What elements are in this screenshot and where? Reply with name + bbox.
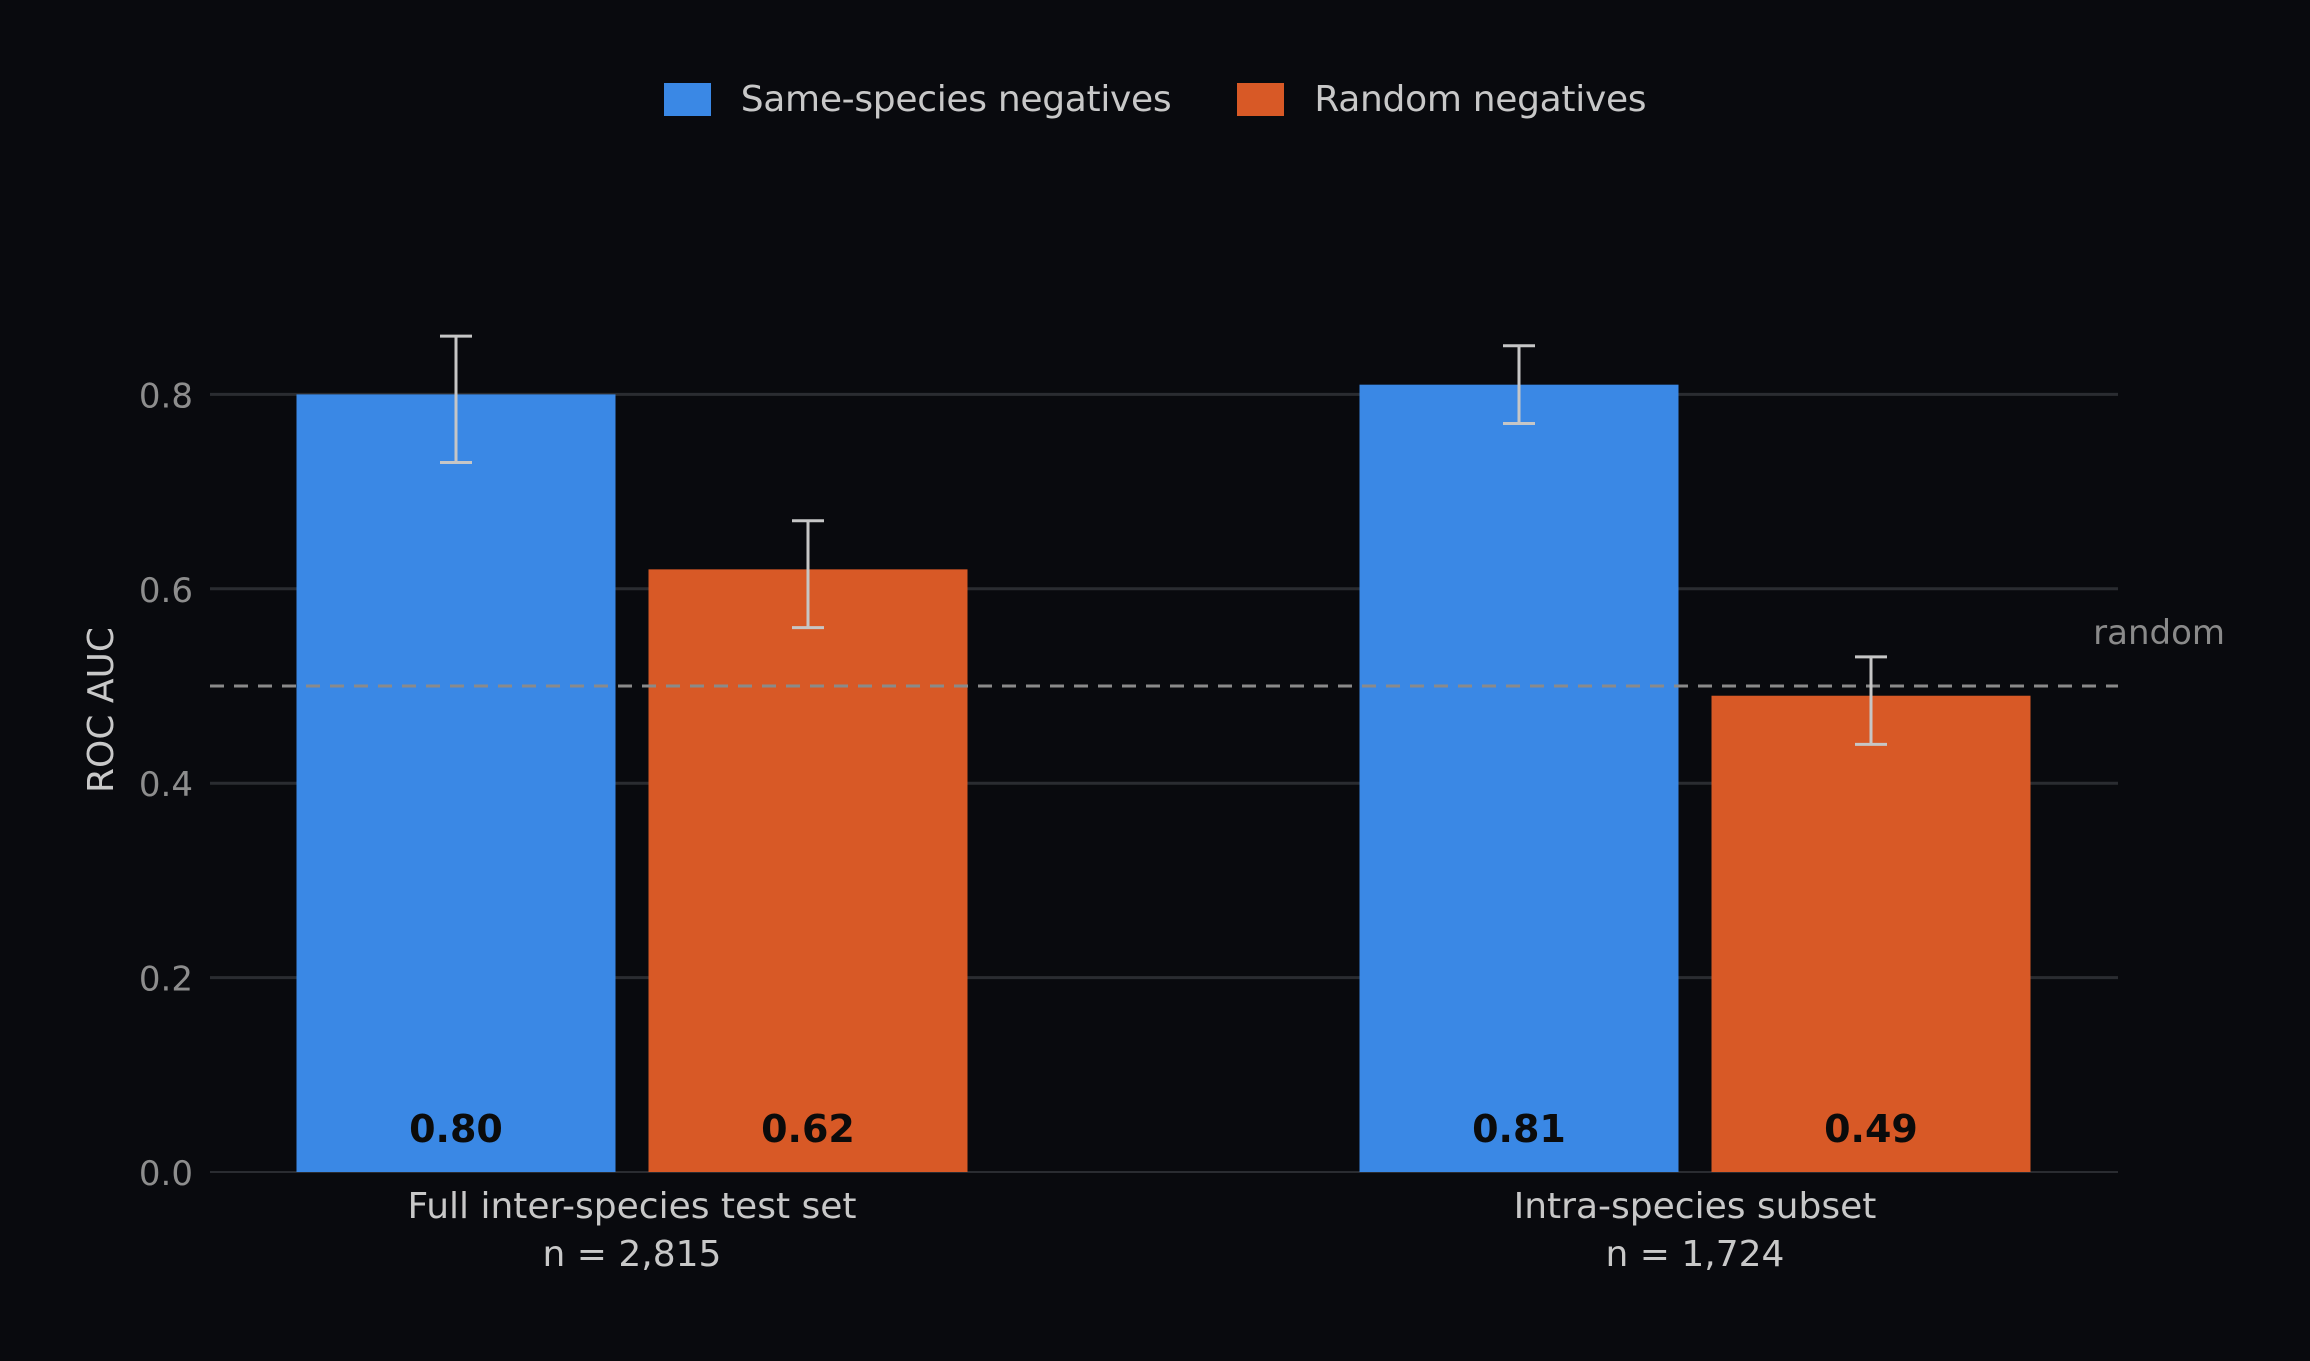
x-category-label-0-line-0: Full inter-species test set: [407, 1186, 856, 1227]
legend-swatch-random: [1237, 82, 1285, 116]
legend-item-same-species: Same-species negatives: [663, 78, 1172, 120]
y-axis-label: ROC AUC: [81, 627, 122, 793]
reference-line-label: random: [2093, 613, 2225, 653]
x-category-label-1-line-0: Intra-species subset: [1514, 1186, 1877, 1227]
x-category-label-0-line-1: n = 2,815: [543, 1234, 722, 1275]
bar-random-1: [1711, 695, 2031, 1172]
y-tick-label-0: 0.0: [139, 1154, 193, 1194]
y-tick-label-3: 0.6: [139, 571, 193, 611]
x-category-label-1-line-1: n = 1,724: [1606, 1234, 1785, 1275]
y-tick-label-2: 0.4: [139, 765, 193, 805]
legend-label-random: Random negatives: [1314, 78, 1647, 120]
y-tick-label-1: 0.2: [139, 960, 193, 1000]
value-label-same-species-1: 0.81: [1472, 1107, 1566, 1151]
bar-same-species-1: [1359, 384, 1679, 1172]
value-label-random-1: 0.49: [1824, 1107, 1918, 1151]
legend-item-random: Random negatives: [1237, 78, 1647, 120]
value-label-same-species-0: 0.80: [409, 1107, 503, 1151]
bar-same-species-0: [296, 394, 616, 1172]
legend-swatch-same-species: [663, 82, 711, 116]
legend-label-same-species: Same-species negatives: [740, 78, 1172, 120]
value-label-random-0: 0.62: [761, 1107, 855, 1151]
y-tick-label-4: 0.8: [139, 376, 193, 416]
bar-random-0: [648, 569, 968, 1172]
legend: Same-species negatives Random negatives: [0, 74, 2310, 124]
